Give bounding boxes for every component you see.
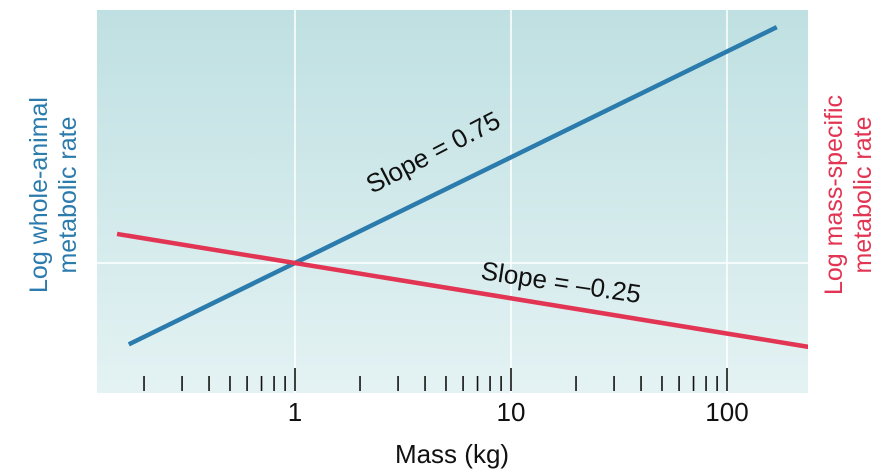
y-axis-label-left-line2: metabolic rate: [54, 116, 82, 273]
y-axis-label-right-line1: Log mass-specific: [820, 95, 848, 295]
x-axis-label: Mass (kg): [395, 439, 509, 469]
grid-lines: [97, 10, 808, 393]
x-tick-labels: 1 10 100: [288, 397, 749, 427]
x-minor-ticks: [143, 368, 728, 391]
series-lines: [116, 25, 808, 350]
y-axis-label-right: Log mass-specific metabolic rate: [820, 95, 877, 295]
x-tick-label-100: 100: [705, 397, 748, 427]
y-axis-label-left: Log whole-animal metabolic rate: [25, 97, 82, 293]
y-axis-label-left-line1: Log whole-animal: [25, 97, 53, 293]
series-line-slope-neg: [116, 231, 808, 350]
series-line-slope-pos: [127, 25, 778, 347]
x-tick-label-10: 10: [497, 397, 526, 427]
x-tick-label-1: 1: [288, 397, 302, 427]
plot-area: [97, 10, 808, 393]
y-axis-label-right-line2: metabolic rate: [849, 116, 877, 273]
